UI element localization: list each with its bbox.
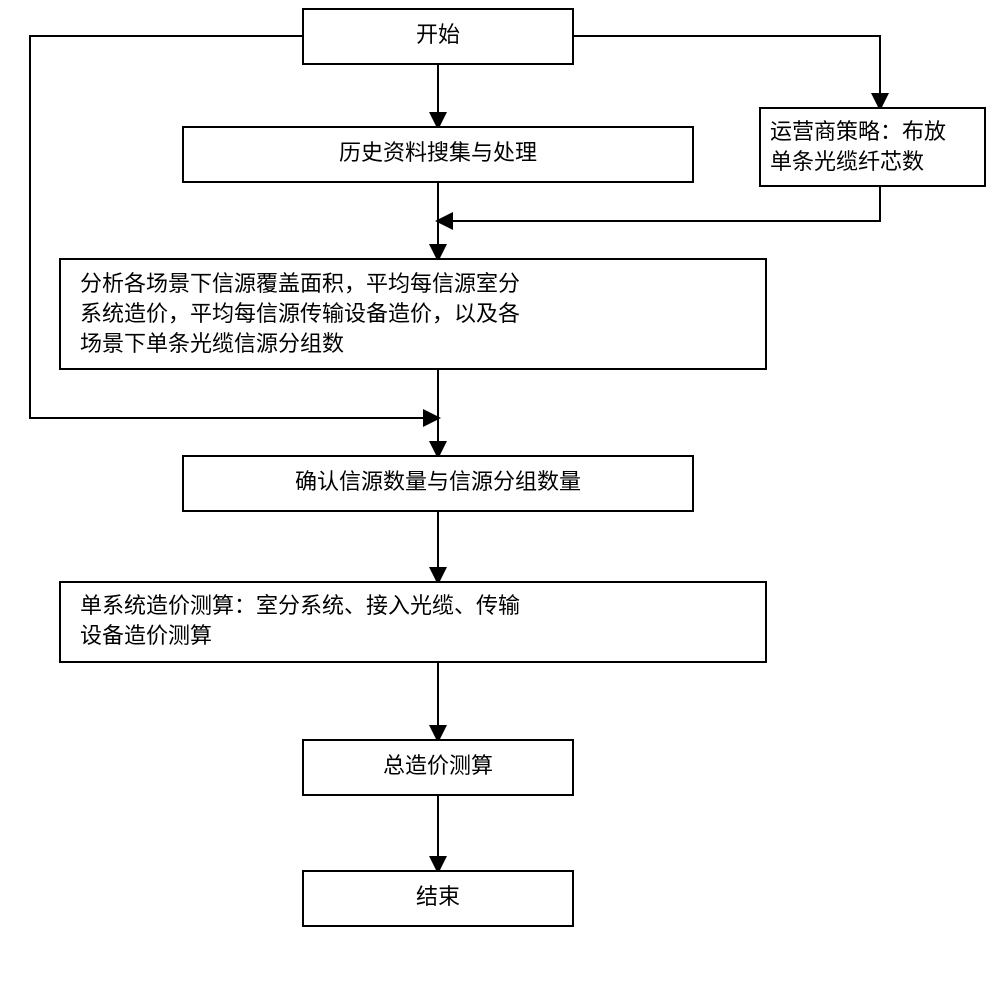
node-end-label: 结束 (416, 884, 460, 909)
edge-operator-merge (438, 186, 880, 221)
edge-start-operator (573, 36, 880, 108)
node-total: 总造价测算 (303, 740, 573, 795)
node-history-label: 历史资料搜集与处理 (339, 140, 537, 165)
node-start: 开始 (303, 9, 573, 64)
node-analysis-label-2: 系统造价，平均每信源传输设备造价，以及各 (80, 301, 520, 326)
node-analysis-label-3: 场景下单条光缆信源分组数 (80, 331, 344, 356)
node-operator: 运营商策略：布放 单条光缆纤芯数 (760, 108, 985, 186)
node-start-label: 开始 (416, 22, 460, 47)
node-single: 单系统造价测算：室分系统、接入光缆、传输 设备造价测算 (60, 582, 766, 662)
node-end: 结束 (303, 871, 573, 926)
node-operator-label-1: 运营商策略：布放 (770, 119, 946, 144)
node-single-label-1: 单系统造价测算：室分系统、接入光缆、传输 (80, 593, 520, 618)
node-analysis-label-1: 分析各场景下信源覆盖面积，平均每信源室分 (80, 271, 520, 296)
node-confirm: 确认信源数量与信源分组数量 (183, 456, 693, 511)
node-confirm-label: 确认信源数量与信源分组数量 (295, 469, 581, 494)
node-history: 历史资料搜集与处理 (183, 127, 693, 182)
node-operator-label-2: 单条光缆纤芯数 (770, 149, 924, 174)
node-single-label-2: 设备造价测算 (80, 623, 212, 648)
node-analysis: 分析各场景下信源覆盖面积，平均每信源室分 系统造价，平均每信源传输设备造价，以及… (60, 259, 766, 369)
node-total-label: 总造价测算 (383, 753, 493, 778)
flowchart-canvas: 开始 历史资料搜集与处理 运营商策略：布放 单条光缆纤芯数 分析各场景下信源覆盖… (0, 0, 1000, 981)
